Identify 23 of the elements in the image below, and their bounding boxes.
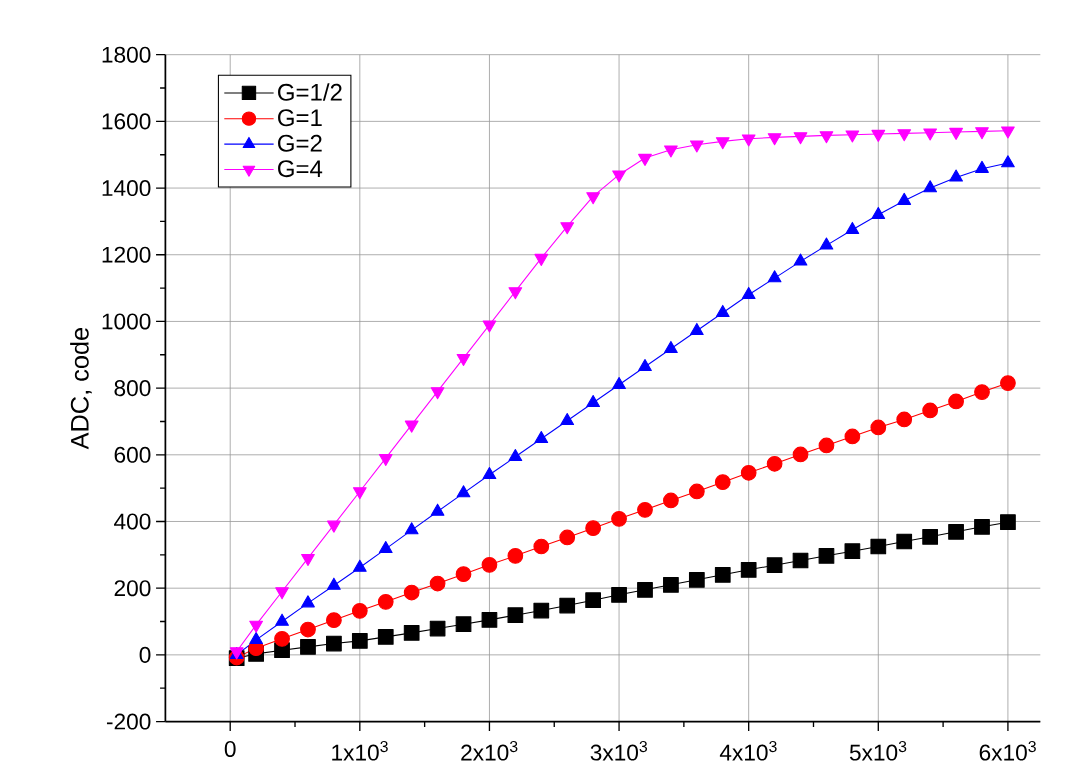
y-tick-label: 800 bbox=[114, 379, 151, 397]
y-axis-title: ADC, code bbox=[70, 327, 92, 450]
x-tick-label: 1x10$^{3}$ bbox=[332, 740, 388, 761]
x-tick-label: 6x10$^{3}$ bbox=[979, 740, 1036, 761]
x-tick-label: 3x10$^{3}$ bbox=[590, 740, 648, 761]
y-tick-label: 200 bbox=[114, 580, 151, 597]
y-tick-label: -200 bbox=[106, 713, 151, 730]
x-tick-label: 5x10$^{3}$ bbox=[849, 740, 907, 761]
y-tick-label: 0 bbox=[139, 646, 151, 663]
y-tick-label: 600 bbox=[114, 446, 151, 463]
legend-label: G=4 bbox=[278, 160, 323, 178]
y-tick-label: 1600 bbox=[102, 113, 151, 130]
y-tick-label: 1200 bbox=[102, 246, 151, 263]
legend-label: G=2 bbox=[278, 134, 322, 152]
y-tick-label: 1400 bbox=[102, 179, 151, 196]
x-tick-label: 2x10$^{3}$ bbox=[461, 740, 518, 761]
legend-label: G=1/2 bbox=[278, 83, 342, 101]
x-tick-label: 0 bbox=[224, 740, 236, 757]
y-tick-label: 400 bbox=[114, 513, 151, 530]
y-tick-label: 1000 bbox=[102, 313, 151, 330]
legend-label: G=1 bbox=[278, 109, 322, 127]
y-tick-label: 1800 bbox=[102, 46, 151, 63]
x-tick-label: 4x10$^{3}$ bbox=[719, 740, 777, 761]
